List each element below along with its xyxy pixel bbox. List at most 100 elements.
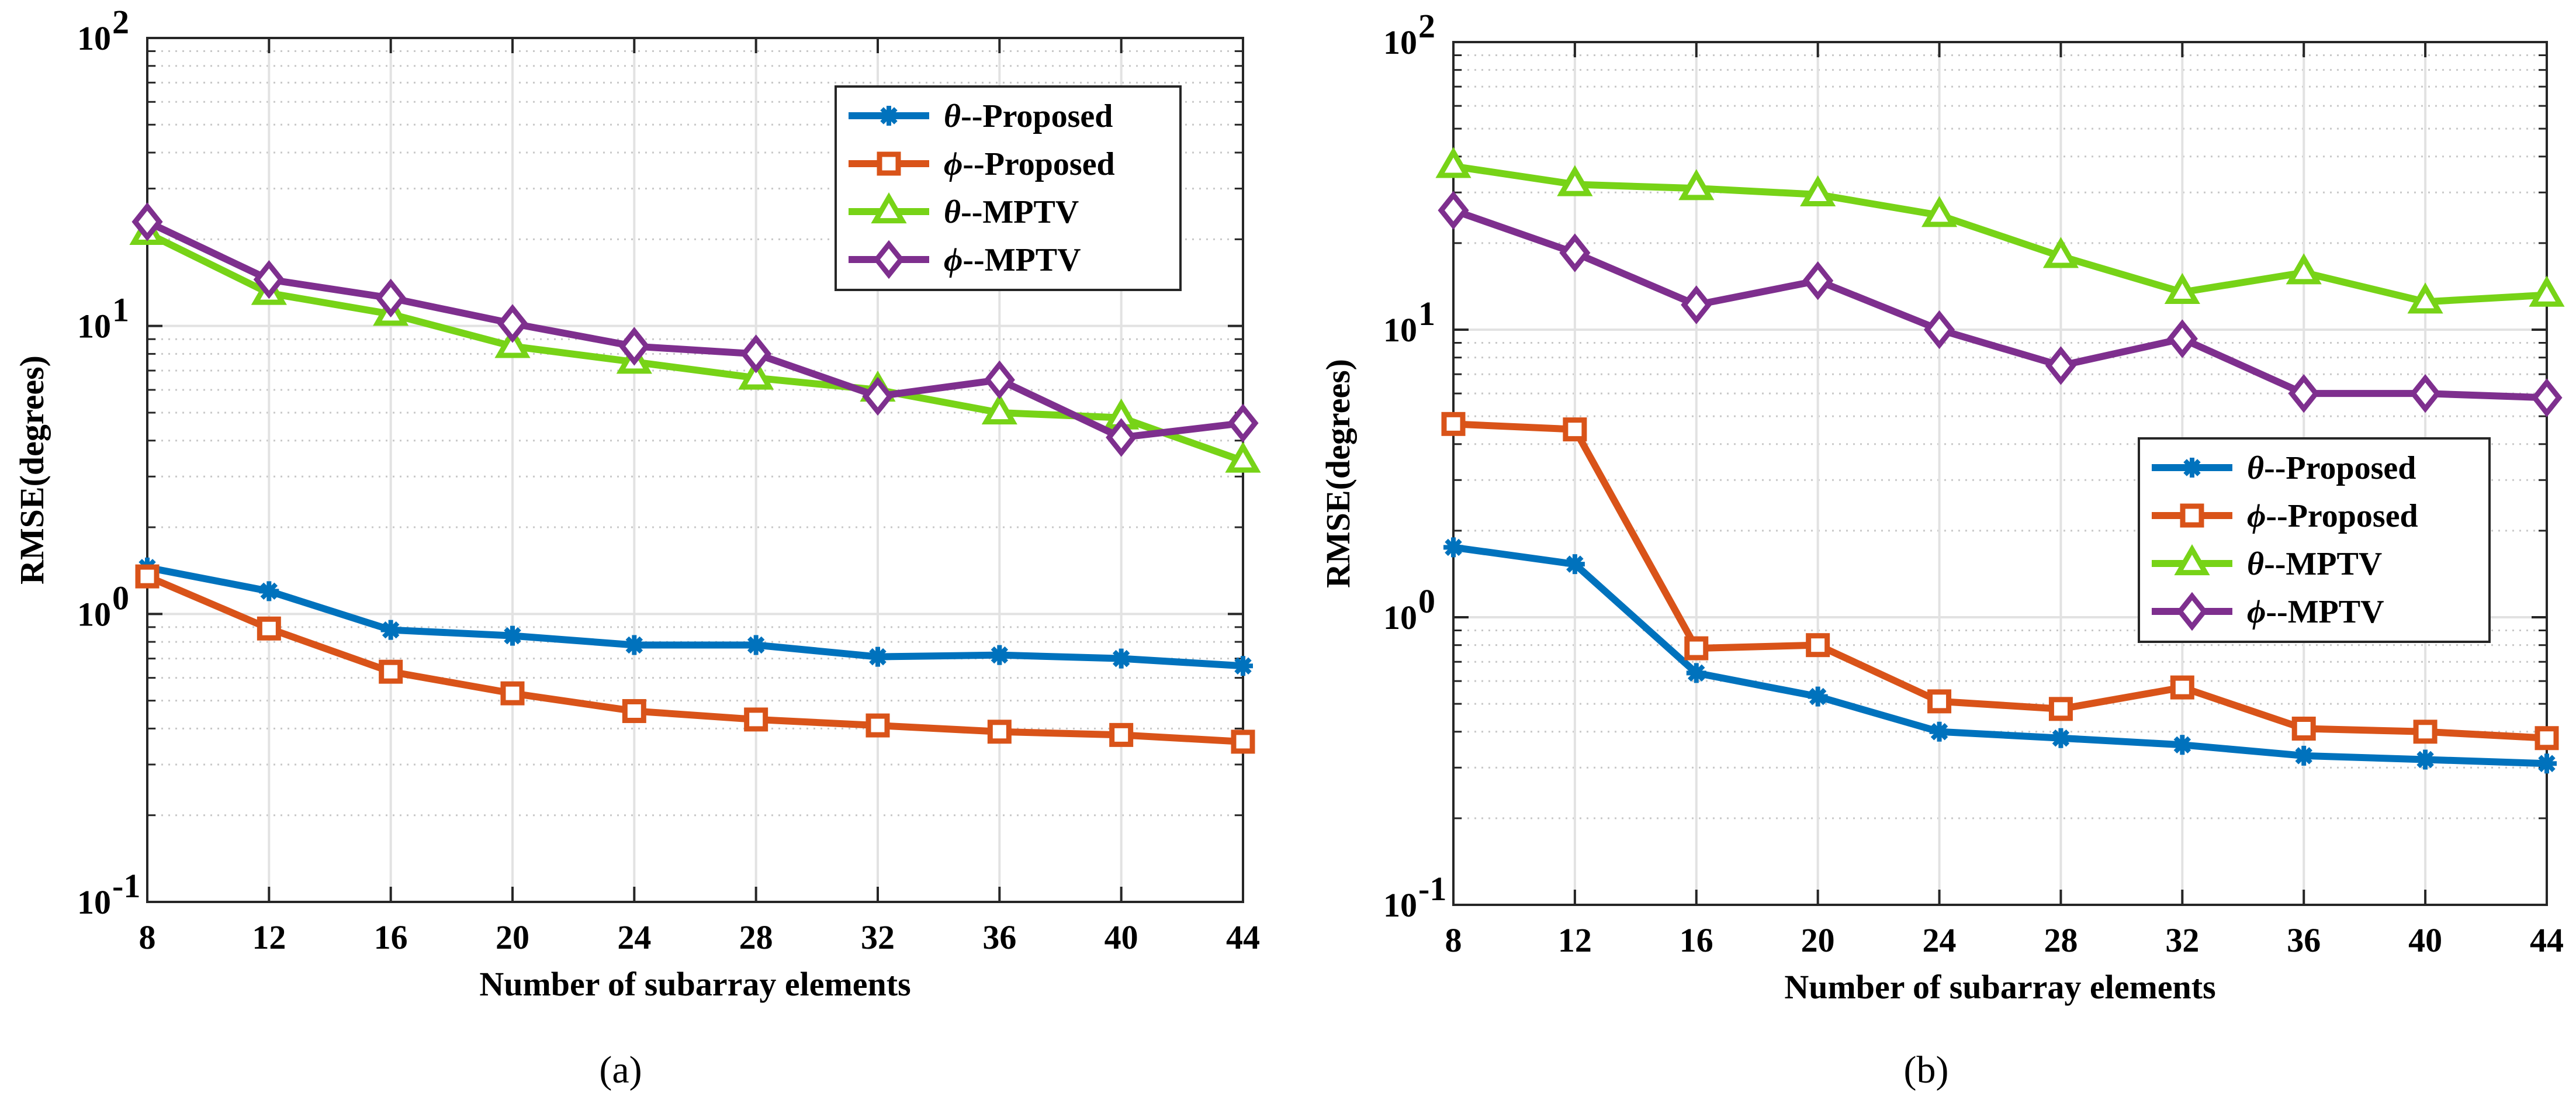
legend-method: --Proposed xyxy=(2266,498,2418,534)
data-point xyxy=(1233,656,1253,676)
x-tick-label: 8 xyxy=(139,918,156,956)
legend-method: --Proposed xyxy=(961,98,1113,134)
y-tick-label: 10 xyxy=(77,307,111,345)
x-tick-label: 40 xyxy=(2408,921,2442,959)
data-point xyxy=(1111,648,1131,669)
legend-symbol: ϕ xyxy=(944,242,962,278)
data-point xyxy=(1684,636,1709,661)
data-point xyxy=(380,620,401,640)
x-tick-label: 44 xyxy=(2530,921,2564,959)
y-axis-label: RMSE(degrees) xyxy=(1319,359,1357,588)
legend-marker xyxy=(873,240,905,279)
legend-label: θ--Proposed xyxy=(2247,450,2416,486)
x-tick-label: 40 xyxy=(1105,918,1138,956)
data-point xyxy=(2045,346,2077,385)
y-tick-exponent: 1 xyxy=(1418,295,1435,333)
data-point xyxy=(738,358,774,390)
legend-symbol: θ xyxy=(2247,546,2264,582)
legend-symbol: θ xyxy=(944,98,961,134)
data-point xyxy=(1686,663,1706,683)
data-point xyxy=(618,327,650,366)
data-point xyxy=(1225,441,1261,473)
y-tick-exponent: 2 xyxy=(1418,7,1435,45)
series-line-3 xyxy=(1452,207,2547,402)
x-tick-label: 28 xyxy=(739,918,773,956)
data-point xyxy=(862,376,894,416)
x-tick-label: 16 xyxy=(374,918,408,956)
x-tick-label: 32 xyxy=(2165,921,2199,959)
legend-label: ϕ--MPTV xyxy=(2247,594,2384,630)
data-point xyxy=(257,616,281,641)
x-tick-label: 16 xyxy=(1680,921,1713,959)
legend-method: --MPTV xyxy=(962,242,1081,278)
legend-symbol: θ xyxy=(944,194,961,230)
data-point xyxy=(1678,169,1715,200)
x-tick-label: 24 xyxy=(617,918,651,956)
y-tick-label: 10 xyxy=(1383,886,1417,924)
data-point xyxy=(2294,745,2314,766)
data-point xyxy=(2529,275,2565,307)
data-point xyxy=(865,713,890,738)
data-point xyxy=(1681,285,1712,324)
data-point xyxy=(2537,753,2557,774)
legend-method: --MPTV xyxy=(2266,594,2384,630)
data-point xyxy=(1927,689,1952,714)
data-point xyxy=(503,625,522,646)
data-point xyxy=(2172,735,2193,755)
data-point xyxy=(744,707,768,732)
legend-symbol: ϕ xyxy=(2247,498,2266,534)
data-point xyxy=(1443,537,1463,558)
y-tick-exponent: 1 xyxy=(112,291,129,329)
data-point xyxy=(2166,319,2198,358)
data-point xyxy=(135,564,160,589)
x-tick-label: 44 xyxy=(1226,918,1260,956)
data-point xyxy=(622,699,646,723)
legend-label: θ--MPTV xyxy=(944,194,1079,230)
x-axis-label: Number of subarray elements xyxy=(479,965,910,1003)
x-tick-label: 24 xyxy=(1923,921,1957,959)
data-point xyxy=(2413,720,2437,744)
panel-caption: (b) xyxy=(1904,1049,1949,1091)
legend-marker xyxy=(871,192,907,224)
data-point xyxy=(2170,675,2194,700)
data-point xyxy=(1806,633,1830,658)
axes-box xyxy=(1452,41,2548,906)
data-point xyxy=(1441,412,1466,436)
series-line-2 xyxy=(1453,162,2547,306)
y-tick-label: 10 xyxy=(1383,599,1417,637)
x-tick-label: 36 xyxy=(2287,921,2321,959)
data-point xyxy=(494,327,531,358)
series-line-3 xyxy=(146,219,1244,441)
data-point xyxy=(1564,554,1585,575)
x-axis-label: Number of subarray elements xyxy=(1784,968,2215,1006)
data-point xyxy=(984,360,1015,400)
data-point xyxy=(1923,310,1955,350)
series-line-2 xyxy=(146,230,1245,465)
series-line-1 xyxy=(1453,420,2547,742)
data-point xyxy=(253,260,285,299)
legend-symbol: ϕ xyxy=(944,146,962,182)
x-tick-label: 20 xyxy=(1801,921,1835,959)
data-point xyxy=(1106,418,1137,457)
y-tick-label: 10 xyxy=(77,19,111,57)
legend-marker xyxy=(2182,458,2202,478)
legend-method: --MPTV xyxy=(2264,546,2382,582)
legend-label: θ--Proposed xyxy=(944,98,1113,134)
data-point xyxy=(2051,728,2071,748)
data-point xyxy=(375,278,407,318)
legend-method: --Proposed xyxy=(2264,450,2416,486)
data-point xyxy=(740,334,772,374)
data-point xyxy=(987,720,1012,744)
data-point xyxy=(1438,191,1469,230)
data-point xyxy=(1557,165,1593,196)
legend-label: θ--MPTV xyxy=(2247,546,2382,582)
y-axis-label: RMSE(degrees) xyxy=(13,355,51,585)
data-point xyxy=(1563,417,1587,442)
y-tick-label: 10 xyxy=(77,595,111,633)
y-tick-exponent: 2 xyxy=(112,3,129,41)
data-point xyxy=(379,659,403,684)
x-tick-label: 8 xyxy=(1445,921,1462,959)
legend-label: ϕ--MPTV xyxy=(944,242,1081,278)
